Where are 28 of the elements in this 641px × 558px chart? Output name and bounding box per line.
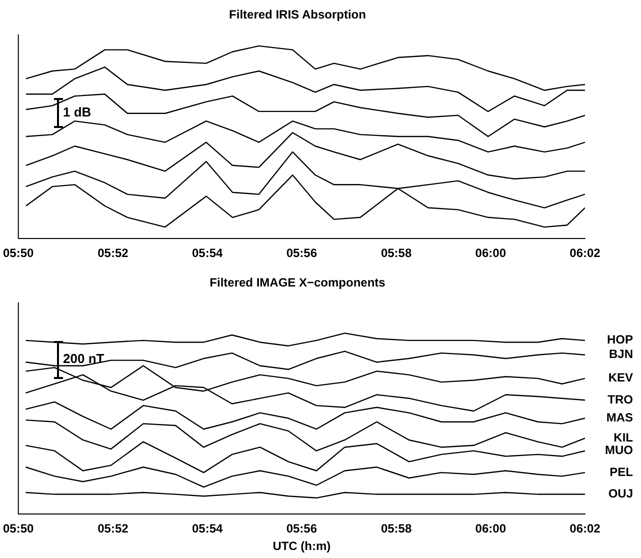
series-label: TRO — [608, 392, 633, 406]
x-tick-label: 05:54 — [192, 246, 223, 260]
x-tick-label: 05:50 — [2, 522, 34, 536]
x-tick-label: 05:56 — [286, 246, 318, 260]
x-tick-label: 06:02 — [570, 246, 601, 260]
x-tick-label: 05:50 — [2, 246, 34, 260]
text: KIL — [614, 430, 633, 444]
series-label: MAS — [606, 410, 633, 425]
x-tick-label: 06:00 — [475, 522, 506, 536]
x-tick-label: 05:52 — [98, 246, 129, 260]
series-label: OUJ — [608, 486, 633, 501]
series-label: BJN — [608, 347, 633, 362]
chart-title: Filtered IRIS Absorption — [229, 8, 366, 22]
text: PEL — [610, 464, 633, 479]
annotation: 1 dB — [63, 104, 92, 120]
x-tick-label: 06:00 — [475, 246, 506, 260]
x-axis-title: UTC (h:m) — [272, 539, 331, 554]
x-tick-label: 05:58 — [380, 522, 412, 536]
series-label: KEV — [608, 370, 633, 385]
x-tick-label: 06:02 — [570, 522, 601, 536]
x-tick-label: 05:52 — [98, 522, 129, 536]
x-tick-label: 05:58 — [380, 246, 412, 260]
chart-title: Filtered IMAGE X−components — [210, 276, 386, 290]
x-tick-label: 05:54 — [192, 522, 223, 536]
series-label: HOP — [606, 332, 633, 347]
annotation: 200 nT — [63, 351, 104, 366]
series-label: MUO — [605, 443, 633, 458]
x-tick-label: 05:56 — [286, 522, 318, 536]
